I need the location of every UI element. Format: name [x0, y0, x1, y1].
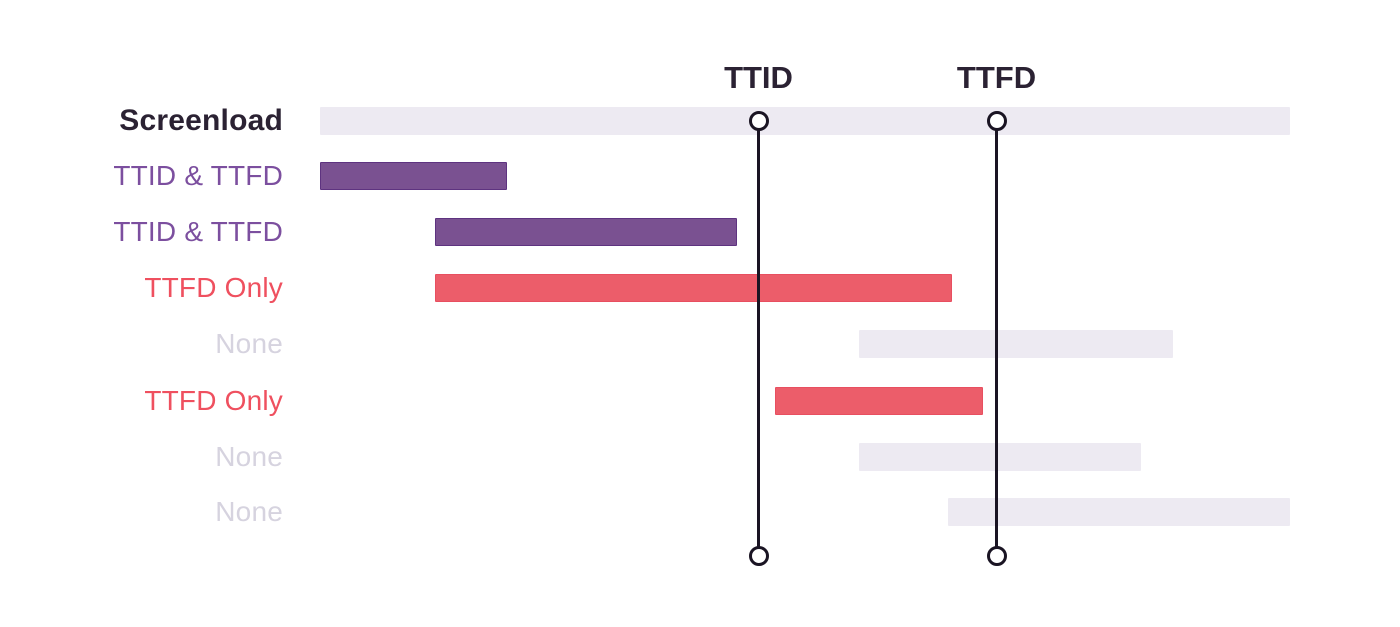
row-label-ttfd-only-2: TTFD Only — [144, 385, 283, 416]
row-label-screenload: Screenload — [119, 104, 283, 137]
row-label-none-2: None — [215, 441, 283, 472]
ttid-marker-line — [757, 121, 760, 556]
none-span-bar-3 — [948, 498, 1290, 526]
row-none-2: None — [0, 443, 1400, 471]
ttfd-marker-line — [995, 121, 998, 556]
none-span-bar-2 — [859, 443, 1141, 471]
row-label-none-3: None — [215, 496, 283, 527]
row-label-ttid-ttfd-2: TTID & TTFD — [113, 216, 283, 247]
row-label-none-1: None — [215, 328, 283, 359]
row-none-1: None — [0, 330, 1400, 358]
row-label-ttfd-only-1: TTFD Only — [144, 272, 283, 303]
none-span-bar-1 — [859, 330, 1173, 358]
row-ttid-ttfd-1: TTID & TTFD — [0, 162, 1400, 190]
ttfd-bottom-circle-icon — [986, 546, 1007, 566]
ttfd-only-span-bar-2 — [775, 387, 983, 415]
ttid-bottom-circle-icon — [748, 546, 769, 566]
row-screenload: Screenload — [0, 104, 1400, 137]
ttid-marker-label: TTID — [724, 60, 793, 95]
ttfd-only-span-bar-1 — [435, 274, 952, 302]
row-ttfd-only-2: TTFD Only — [0, 387, 1400, 415]
ttid-ttfd-span-bar-1 — [320, 162, 507, 190]
ttid-ttfd-span-bar-2 — [435, 218, 737, 246]
row-label-ttid-ttfd-1: TTID & TTFD — [113, 160, 283, 191]
row-ttid-ttfd-2: TTID & TTFD — [0, 218, 1400, 246]
ttid-top-circle-icon — [748, 111, 769, 131]
row-none-3: None — [0, 498, 1400, 526]
ttfd-marker-label: TTFD — [956, 60, 1037, 95]
ttfd-top-circle-icon — [986, 111, 1007, 131]
row-ttfd-only-1: TTFD Only — [0, 274, 1400, 302]
screenload-span-bar — [320, 107, 1290, 135]
